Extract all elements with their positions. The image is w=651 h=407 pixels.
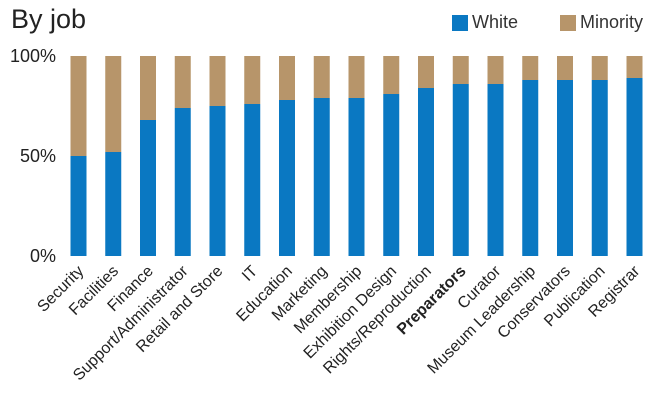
- bar-white-retail-and-store: [209, 106, 226, 256]
- chart-title: By job: [11, 4, 87, 34]
- bar-white-support-administrator: [174, 108, 191, 256]
- bar-minority-curator: [487, 56, 504, 84]
- bar-white-security: [70, 156, 87, 256]
- bar-minority-security: [70, 56, 87, 156]
- legend-item-white: White: [452, 12, 518, 33]
- bar-minority-museum-leadership: [522, 56, 539, 80]
- bar-white-membership: [348, 98, 365, 256]
- bar-minority-support-administrator: [174, 56, 191, 108]
- y-tick-label: 100%: [10, 46, 56, 66]
- bar-white-facilities: [105, 152, 122, 256]
- y-tick-label: 50%: [20, 146, 56, 166]
- y-tick-label: 0%: [30, 246, 56, 266]
- bar-minority-publication: [591, 56, 608, 80]
- bar-minority-facilities: [105, 56, 122, 152]
- bar-white-marketing: [313, 98, 330, 256]
- bar-white-rights-reproduction: [418, 88, 434, 256]
- bar-white-education: [279, 100, 295, 256]
- legend-swatch-minority: [560, 14, 577, 31]
- legend-swatch-white: [452, 14, 468, 31]
- bar-minority-education: [279, 56, 295, 100]
- bar-white-publication: [591, 80, 608, 256]
- bar-white-museum-leadership: [522, 80, 539, 256]
- bar-minority-marketing: [313, 56, 330, 98]
- x-category-label: IT: [239, 263, 261, 285]
- bar-white-finance: [140, 120, 156, 256]
- bar-white-registrar: [626, 78, 643, 256]
- bar-minority-finance: [140, 56, 156, 120]
- bar-white-conservators: [557, 80, 573, 256]
- bar-white-curator: [487, 84, 504, 256]
- bar-minority-conservators: [557, 56, 573, 80]
- bar-minority-membership: [348, 56, 365, 98]
- bar-white-exhibition-design: [383, 94, 400, 256]
- bar-minority-preparators: [452, 56, 469, 84]
- bar-minority-exhibition-design: [383, 56, 400, 94]
- bar-minority-registrar: [626, 56, 643, 78]
- bar-minority-retail-and-store: [209, 56, 226, 106]
- legend-item-minority: Minority: [560, 12, 643, 33]
- chart-legend: White Minority: [452, 12, 643, 33]
- bar-minority-rights-reproduction: [418, 56, 434, 88]
- bar-white-preparators: [452, 84, 469, 256]
- legend-label-white: White: [472, 12, 519, 32]
- bar-minority-it: [244, 56, 261, 104]
- legend-label-minority: Minority: [580, 12, 644, 32]
- bar-white-it: [244, 104, 261, 256]
